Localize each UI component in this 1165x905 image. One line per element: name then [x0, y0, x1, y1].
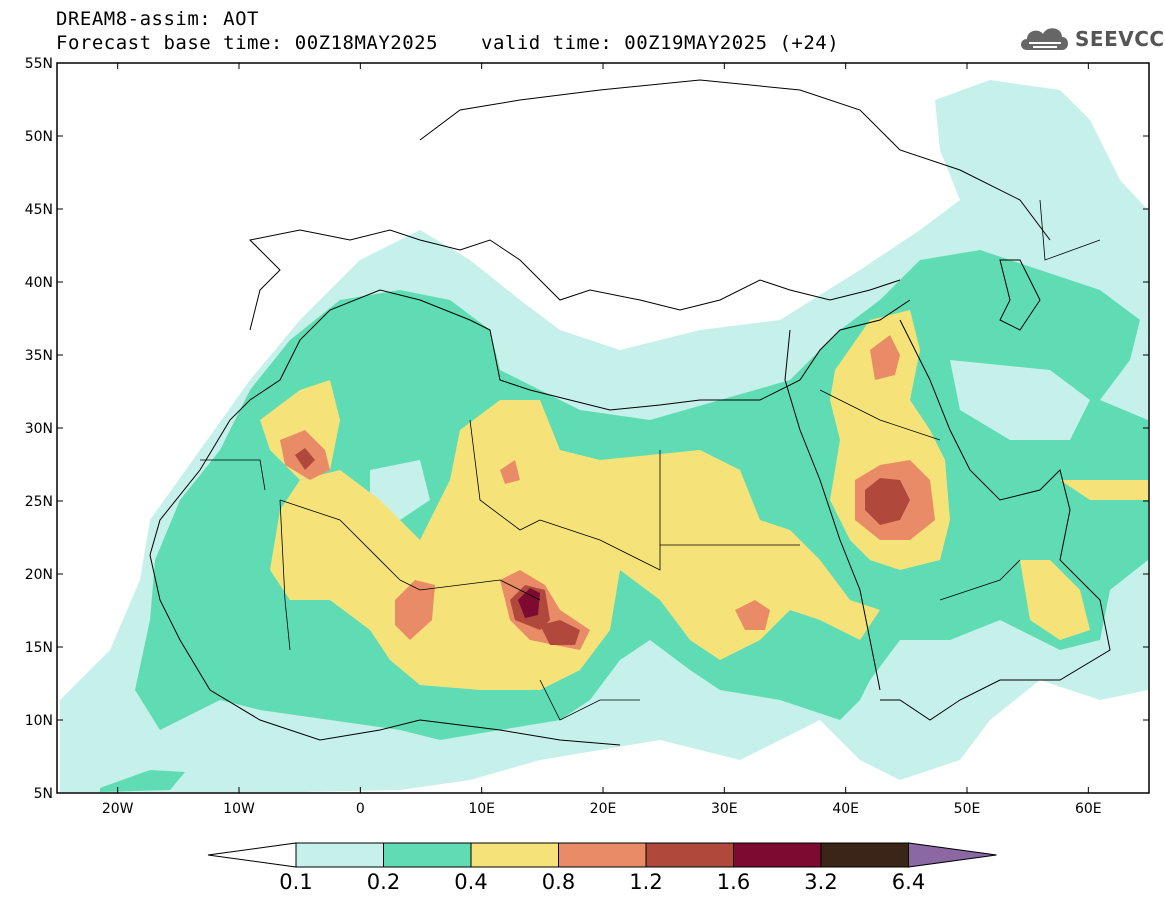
lat-label: 5N	[34, 786, 53, 802]
aot-contour-1.2	[295, 448, 910, 645]
map-title: DREAM8-assim: AOT	[56, 8, 259, 30]
lon-label: 60E	[1075, 801, 1102, 817]
longitude-labels: 20W 10W 0 10E 20E 30E 40E 50E 60E	[102, 801, 1102, 817]
colorbar-swatch	[383, 842, 472, 868]
lon-label: 10E	[468, 801, 495, 817]
cloud-icon	[1021, 28, 1068, 50]
logo-text: SEEVCCC	[1075, 27, 1165, 51]
lon-label: 50E	[954, 801, 981, 817]
colorbar-level-label: 1.6	[717, 870, 750, 894]
lon-label: 20W	[102, 801, 134, 817]
lon-label: 30E	[711, 801, 738, 817]
colorbar-level-label: 0.8	[542, 870, 575, 894]
forecast-times: Forecast base time: 00Z18MAY2025 valid ti…	[56, 32, 839, 54]
axis-ticks	[57, 62, 1149, 794]
lon-label: 40E	[832, 801, 859, 817]
colorbar-swatch	[645, 842, 734, 868]
colorbar-swatch	[295, 842, 384, 868]
colorbar-swatch	[820, 842, 909, 868]
colorbar-swatch	[733, 842, 822, 868]
latitude-labels: 55N 50N 45N 40N 35N 30N 25N 20N 15N 10N 5N	[25, 56, 53, 802]
lon-label: 20E	[590, 801, 617, 817]
colorbar-labels: 0.1 0.2 0.4 0.8 1.2 1.6 3.2 6.4	[279, 870, 925, 894]
colorbar-level-label: 1.2	[629, 870, 662, 894]
seevccc-logo: SEEVCCC	[1017, 20, 1165, 56]
base-time: Forecast base time: 00Z18MAY2025	[56, 32, 439, 54]
lat-label: 30N	[25, 421, 53, 437]
lat-label: 20N	[25, 567, 53, 583]
colorbar	[207, 842, 997, 868]
country-borders	[200, 199, 1101, 721]
lon-label: 10W	[223, 801, 255, 817]
coastlines	[149, 79, 1111, 746]
lon-label: 0	[356, 801, 365, 817]
lat-label: 15N	[25, 640, 53, 656]
lat-label: 45N	[25, 202, 53, 218]
aot-fields	[60, 79, 1148, 792]
colorbar-high-arrow	[908, 842, 997, 868]
lat-label: 55N	[25, 56, 53, 72]
lat-label: 50N	[25, 129, 53, 145]
lat-label: 40N	[25, 275, 53, 291]
valid-time: valid time: 00Z19MAY2025 (+24)	[481, 32, 840, 54]
colorbar-swatch	[558, 842, 647, 868]
colorbar-level-label: 0.2	[367, 870, 400, 894]
colorbar-level-label: 3.2	[804, 870, 837, 894]
colorbar-low-arrow	[207, 842, 297, 868]
colorbar-level-label: 6.4	[892, 870, 925, 894]
lat-label: 10N	[25, 713, 53, 729]
colorbar-level-label: 0.1	[279, 870, 312, 894]
aot-contour-1.6	[518, 588, 540, 618]
colorbar-level-label: 0.4	[454, 870, 487, 894]
colorbar-swatch	[470, 842, 559, 868]
lat-label: 25N	[25, 494, 53, 510]
lat-label: 35N	[25, 348, 53, 364]
